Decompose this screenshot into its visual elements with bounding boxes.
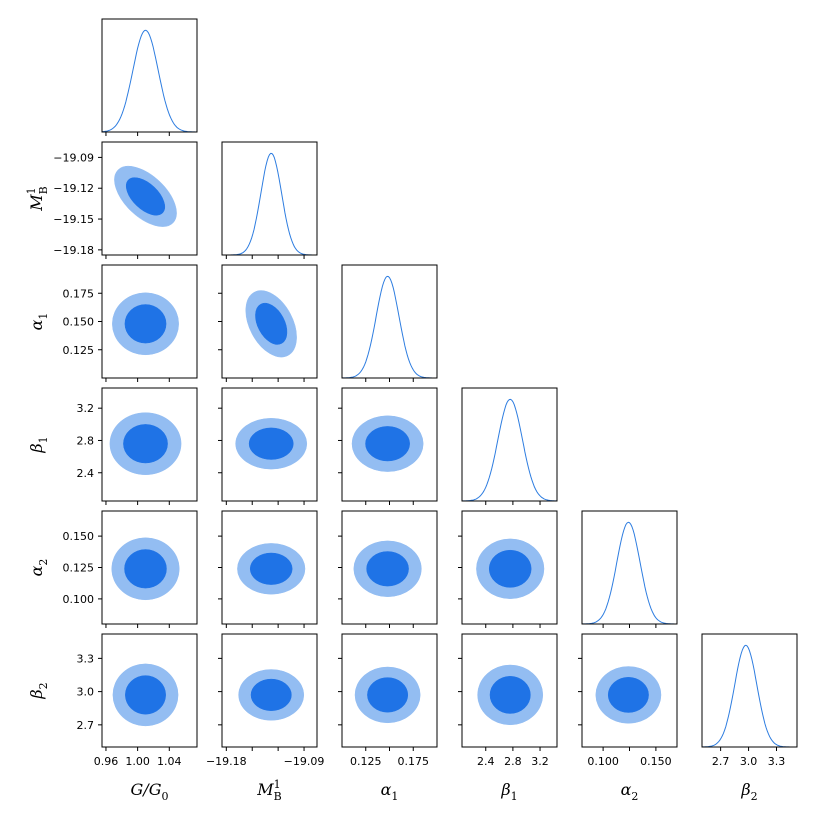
x-tick-label: 0.100 — [587, 755, 619, 768]
x-tick-label: 2.4 — [477, 755, 495, 768]
contour-68 — [248, 427, 294, 460]
x-axis-label-alpha_2: α2 — [621, 780, 639, 803]
contour-panel-beta_1-vs-alpha_2 — [458, 510, 558, 628]
x-axis-label-beta_1: β1 — [500, 780, 517, 803]
contour-panel-alpha_2-vs-beta_2 — [578, 633, 678, 751]
y-tick-label: 3.2 — [77, 402, 95, 415]
y-tick-label: −19.18 — [53, 244, 94, 257]
marginal-panel-alpha_1 — [341, 264, 438, 382]
y-tick-label: 2.8 — [77, 434, 95, 447]
contour-68 — [123, 424, 168, 464]
contour-panel-M_B^1-vs-beta_2 — [218, 633, 318, 751]
x-tick-label: 0.125 — [350, 755, 382, 768]
contour-68 — [488, 549, 532, 588]
x-tick-label: 2.8 — [504, 755, 522, 768]
x-tick-label: 3.0 — [740, 755, 758, 768]
contour-68 — [125, 177, 166, 216]
y-tick-label: 0.125 — [63, 562, 95, 575]
panel-frame — [341, 264, 438, 379]
panel-frame — [581, 510, 678, 625]
y-tick-label: −19.12 — [53, 182, 94, 195]
y-tick-label: 0.100 — [63, 593, 95, 606]
contour-68 — [124, 304, 167, 344]
panel-frame — [101, 18, 198, 133]
marginal-panel-G/G0 — [101, 18, 198, 136]
y-axis-label-alpha_1: α1 — [27, 313, 50, 331]
contour-panel-G/G0-vs-beta_2 — [98, 633, 198, 751]
y-axis-label-alpha_2: α2 — [27, 559, 50, 577]
contour-panel-G/G0-vs-beta_1 — [98, 387, 198, 505]
x-tick-label: 1.04 — [157, 755, 182, 768]
marginal-curve — [222, 152, 317, 256]
y-tick-label: 3.3 — [77, 652, 95, 665]
y-tick-label: −19.15 — [53, 213, 94, 226]
contour-panel-M_B^1-vs-beta_1 — [218, 387, 318, 505]
panel-frame — [461, 633, 558, 748]
marginal-curve — [461, 398, 557, 502]
contour-68 — [255, 302, 288, 345]
panel-frame — [101, 387, 198, 502]
marginal-panel-beta_2 — [701, 633, 798, 751]
panel-frame — [221, 141, 318, 256]
contour-68 — [366, 551, 409, 587]
contour-68 — [367, 677, 409, 713]
y-tick-label: 2.4 — [77, 467, 95, 480]
y-tick-label: 0.125 — [63, 344, 95, 357]
x-tick-label: 1.00 — [125, 755, 150, 768]
x-tick-label: −19.18 — [206, 755, 247, 768]
x-tick-label: −19.09 — [284, 755, 325, 768]
y-tick-label: 0.150 — [63, 316, 95, 329]
marginal-curve — [701, 644, 797, 748]
panel-frame — [101, 141, 198, 256]
contour-panel-G/G0-vs-M_B^1 — [98, 141, 198, 259]
contour-panel-M_B^1-vs-alpha_2 — [218, 510, 318, 628]
contour-panel-alpha_1-vs-alpha_2 — [338, 510, 438, 628]
y-tick-label: 0.150 — [63, 530, 95, 543]
y-tick-label: 3.0 — [77, 686, 95, 699]
marginal-curve — [581, 521, 677, 625]
x-tick-label: 2.7 — [712, 755, 730, 768]
x-axis-label-beta_2: β2 — [740, 780, 757, 803]
panel-frame — [461, 387, 558, 502]
x-tick-label: 0.96 — [94, 755, 119, 768]
y-axis-label-beta_1: β1 — [27, 436, 50, 453]
x-tick-label: 0.150 — [640, 755, 672, 768]
panel-frame — [101, 633, 198, 748]
y-axis-label-beta_2: β2 — [27, 682, 50, 699]
x-axis-label-M_B^1: M1 B — [256, 778, 281, 803]
panel-frame — [701, 633, 798, 748]
y-tick-label: 0.175 — [63, 287, 95, 300]
contour-panel-alpha_1-vs-beta_2 — [338, 633, 438, 751]
y-axis-label-M_B^1: M1B — [25, 186, 50, 211]
contour-68 — [365, 426, 410, 462]
marginal-panel-alpha_2 — [581, 510, 678, 628]
contour-panel-G/G0-vs-alpha_2 — [98, 510, 198, 628]
x-tick-label: 3.2 — [531, 755, 549, 768]
x-tick-label: 0.175 — [398, 755, 430, 768]
x-axis-label-alpha_1: α1 — [381, 780, 399, 803]
x-axis-label-G/G0: G/G0 — [131, 780, 169, 803]
contour-68 — [124, 549, 167, 589]
contour-68 — [250, 678, 292, 711]
contour-panel-G/G0-vs-alpha_1 — [98, 264, 198, 382]
panel-frame — [221, 633, 318, 748]
contour-panel-M_B^1-vs-alpha_1 — [218, 264, 318, 382]
contour-panel-alpha_1-vs-beta_1 — [338, 387, 438, 505]
contour-68 — [125, 675, 166, 715]
marginal-panel-beta_1 — [461, 387, 558, 505]
y-tick-label: −19.09 — [53, 151, 94, 164]
marginal-curve — [341, 275, 437, 379]
contour-68 — [249, 552, 293, 585]
contour-68 — [607, 677, 649, 713]
x-tick-label: 3.3 — [768, 755, 786, 768]
y-tick-label: 2.7 — [77, 719, 95, 732]
contour-panel-beta_1-vs-beta_2 — [458, 633, 558, 751]
marginal-panel-M_B^1 — [221, 141, 318, 259]
contour-68 — [489, 676, 531, 714]
panel-frame — [221, 387, 318, 502]
marginal-curve — [101, 29, 197, 133]
